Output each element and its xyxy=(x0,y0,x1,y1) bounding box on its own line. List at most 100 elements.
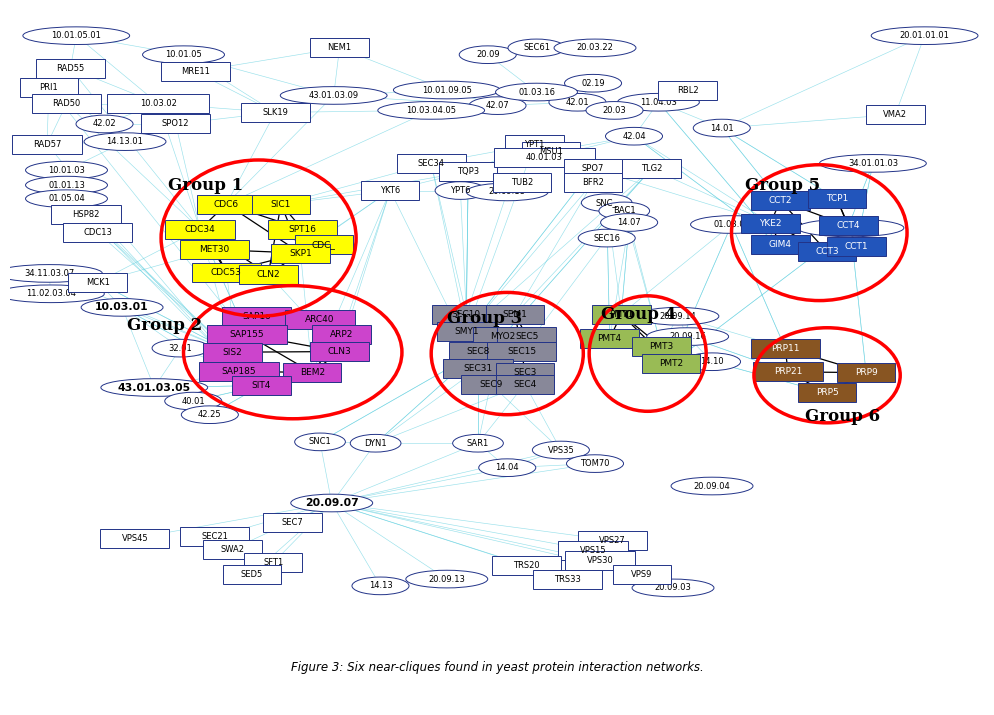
Text: 20.09: 20.09 xyxy=(475,50,499,59)
FancyBboxPatch shape xyxy=(472,327,531,346)
Text: HSP82: HSP82 xyxy=(73,209,99,219)
FancyBboxPatch shape xyxy=(752,363,822,381)
Text: SAP155: SAP155 xyxy=(230,330,264,339)
FancyBboxPatch shape xyxy=(431,305,500,324)
Text: PMT2: PMT2 xyxy=(658,359,683,368)
FancyBboxPatch shape xyxy=(100,529,169,548)
Text: 10.01.05: 10.01.05 xyxy=(165,50,202,59)
Text: 11.04.03: 11.04.03 xyxy=(639,98,676,107)
Text: 11.04.03.01: 11.04.03.01 xyxy=(825,223,875,232)
Ellipse shape xyxy=(280,87,387,104)
Text: Figure 3: Six near-cliques found in yeast protein interaction networks.: Figure 3: Six near-cliques found in yeas… xyxy=(291,661,703,674)
Text: CDC34: CDC34 xyxy=(185,225,216,234)
Ellipse shape xyxy=(23,27,129,44)
Text: GIM4: GIM4 xyxy=(768,240,791,250)
Text: 40.01: 40.01 xyxy=(181,397,205,405)
FancyBboxPatch shape xyxy=(310,39,369,57)
Text: 10.01.09.05: 10.01.09.05 xyxy=(421,86,471,94)
Text: 42.01: 42.01 xyxy=(565,98,588,107)
Text: SIT4: SIT4 xyxy=(251,381,271,390)
Text: SNC_: SNC_ xyxy=(595,198,617,207)
FancyBboxPatch shape xyxy=(438,162,497,181)
Ellipse shape xyxy=(452,435,503,452)
Text: 20.03.22: 20.03.22 xyxy=(576,44,613,52)
Text: 14.07: 14.07 xyxy=(616,218,640,227)
Text: SEM1: SEM1 xyxy=(502,310,527,319)
Text: 02.19: 02.19 xyxy=(580,79,604,88)
Text: 14.04: 14.04 xyxy=(495,463,519,472)
Ellipse shape xyxy=(605,127,662,145)
FancyBboxPatch shape xyxy=(20,78,79,97)
Text: 14.10: 14.10 xyxy=(700,358,723,366)
Ellipse shape xyxy=(796,219,903,237)
FancyBboxPatch shape xyxy=(222,307,291,326)
FancyBboxPatch shape xyxy=(485,305,544,324)
FancyBboxPatch shape xyxy=(267,220,337,239)
Text: VMA2: VMA2 xyxy=(883,110,907,119)
Text: SEC15: SEC15 xyxy=(507,347,536,356)
Text: CCT4: CCT4 xyxy=(836,222,860,230)
Text: 20.09.04: 20.09.04 xyxy=(693,481,730,490)
FancyBboxPatch shape xyxy=(497,327,556,346)
Text: VPS15: VPS15 xyxy=(580,546,605,555)
Text: CDC6: CDC6 xyxy=(214,199,239,209)
Ellipse shape xyxy=(181,406,239,423)
FancyBboxPatch shape xyxy=(448,342,507,361)
Text: 20.09.13: 20.09.13 xyxy=(428,575,465,583)
Text: 01.03.01: 01.03.01 xyxy=(713,220,749,229)
FancyBboxPatch shape xyxy=(641,354,700,373)
Text: SEC61: SEC61 xyxy=(523,44,550,52)
Text: ARC40: ARC40 xyxy=(305,315,334,324)
Ellipse shape xyxy=(165,393,222,410)
Ellipse shape xyxy=(690,216,771,233)
FancyBboxPatch shape xyxy=(564,173,621,192)
FancyBboxPatch shape xyxy=(564,159,621,178)
Text: 40.01.03: 40.01.03 xyxy=(526,154,563,162)
Ellipse shape xyxy=(478,459,535,476)
Text: PMT3: PMT3 xyxy=(648,342,673,351)
FancyBboxPatch shape xyxy=(750,235,809,255)
FancyBboxPatch shape xyxy=(580,329,638,348)
Text: PMT1: PMT1 xyxy=(608,310,633,319)
FancyBboxPatch shape xyxy=(32,94,101,113)
Text: 20.03: 20.03 xyxy=(602,106,626,115)
FancyBboxPatch shape xyxy=(180,528,249,546)
Ellipse shape xyxy=(598,202,649,220)
FancyBboxPatch shape xyxy=(241,103,309,122)
Text: BFR2: BFR2 xyxy=(581,178,603,187)
Ellipse shape xyxy=(152,340,209,357)
Text: YKE2: YKE2 xyxy=(758,219,781,227)
Text: MSU1: MSU1 xyxy=(539,147,563,156)
Text: VPS27: VPS27 xyxy=(598,536,625,545)
FancyBboxPatch shape xyxy=(263,513,322,531)
Ellipse shape xyxy=(26,190,107,207)
Text: Group 5: Group 5 xyxy=(745,177,819,194)
FancyBboxPatch shape xyxy=(52,204,120,224)
Ellipse shape xyxy=(466,183,548,201)
Ellipse shape xyxy=(564,74,621,92)
FancyBboxPatch shape xyxy=(612,565,670,584)
Text: TOM70: TOM70 xyxy=(580,459,609,468)
Text: CLN3: CLN3 xyxy=(327,347,351,356)
FancyBboxPatch shape xyxy=(36,59,105,78)
FancyBboxPatch shape xyxy=(521,142,580,161)
Ellipse shape xyxy=(294,433,345,450)
Text: Group 2: Group 2 xyxy=(127,317,202,333)
Text: SEC4: SEC4 xyxy=(513,380,536,389)
FancyBboxPatch shape xyxy=(443,359,512,378)
Text: PRP11: PRP11 xyxy=(770,344,798,352)
Text: CDC13: CDC13 xyxy=(83,228,112,237)
FancyBboxPatch shape xyxy=(203,540,261,558)
FancyBboxPatch shape xyxy=(461,375,520,394)
Ellipse shape xyxy=(378,102,484,119)
FancyBboxPatch shape xyxy=(271,244,329,262)
Text: Group 6: Group 6 xyxy=(804,408,879,425)
Text: 42.02: 42.02 xyxy=(92,119,116,129)
Text: RAD55: RAD55 xyxy=(57,64,84,73)
FancyBboxPatch shape xyxy=(750,191,809,210)
FancyBboxPatch shape xyxy=(285,310,354,329)
Text: CCT2: CCT2 xyxy=(767,196,791,205)
FancyBboxPatch shape xyxy=(565,551,634,571)
Text: VPS30: VPS30 xyxy=(585,556,612,566)
Text: 42.25: 42.25 xyxy=(198,410,222,419)
